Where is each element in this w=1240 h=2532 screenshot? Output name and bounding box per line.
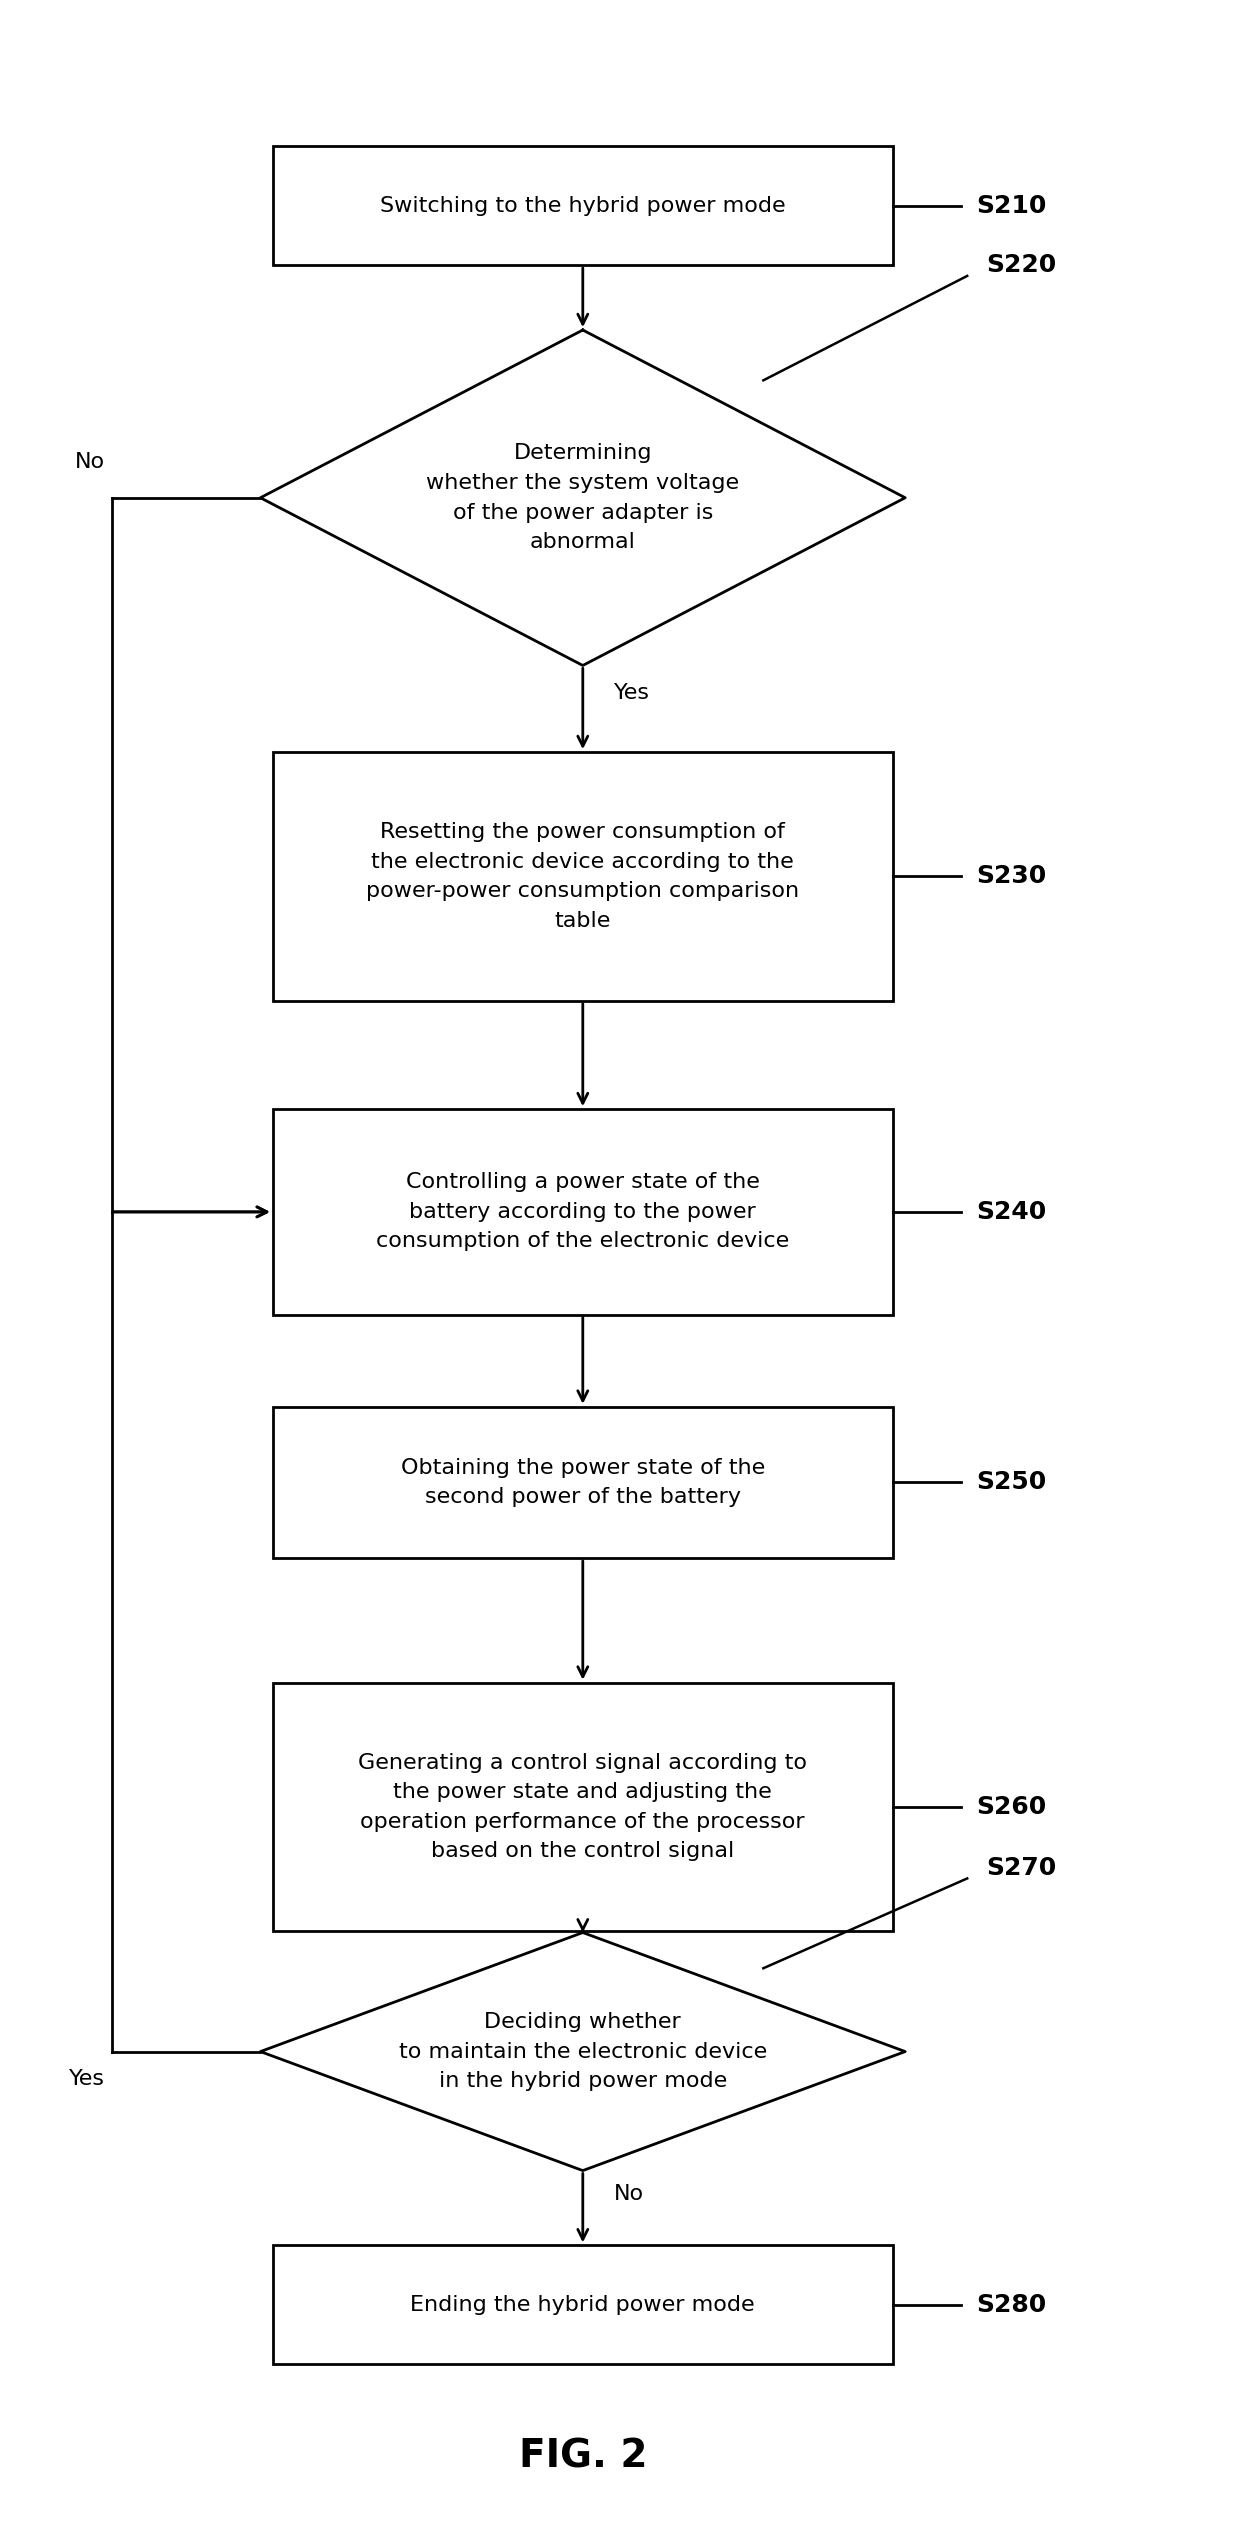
Text: S260: S260 xyxy=(976,1795,1047,1818)
Bar xyxy=(273,1109,893,1314)
Text: Resetting the power consumption of
the electronic device according to the
power-: Resetting the power consumption of the e… xyxy=(366,823,800,932)
Text: No: No xyxy=(76,451,105,471)
Text: S220: S220 xyxy=(986,253,1056,276)
Text: Controlling a power state of the
battery according to the power
consumption of t: Controlling a power state of the battery… xyxy=(376,1172,790,1251)
Text: FIG. 2: FIG. 2 xyxy=(518,2438,647,2476)
Text: Generating a control signal according to
the power state and adjusting the
opera: Generating a control signal according to… xyxy=(358,1752,807,1861)
Text: S270: S270 xyxy=(986,1856,1056,1879)
Text: Obtaining the power state of the
second power of the battery: Obtaining the power state of the second … xyxy=(401,1458,765,1507)
Text: No: No xyxy=(614,2183,644,2203)
Bar xyxy=(273,752,893,1000)
Text: S280: S280 xyxy=(976,2294,1047,2317)
Bar xyxy=(273,1684,893,1932)
Text: S240: S240 xyxy=(976,1200,1047,1223)
Text: Deciding whether
to maintain the electronic device
in the hybrid power mode: Deciding whether to maintain the electro… xyxy=(399,2013,766,2091)
Text: Yes: Yes xyxy=(69,2069,105,2089)
Text: S250: S250 xyxy=(976,1471,1047,1494)
Bar xyxy=(273,1408,893,1557)
Text: Determining
whether the system voltage
of the power adapter is
abnormal: Determining whether the system voltage o… xyxy=(427,443,739,552)
Bar xyxy=(273,147,893,266)
Text: Switching to the hybrid power mode: Switching to the hybrid power mode xyxy=(379,195,786,215)
Bar xyxy=(273,2246,893,2365)
Text: Ending the hybrid power mode: Ending the hybrid power mode xyxy=(410,2294,755,2314)
Text: S230: S230 xyxy=(976,863,1047,889)
Text: S210: S210 xyxy=(976,192,1047,218)
Text: Yes: Yes xyxy=(614,684,650,704)
